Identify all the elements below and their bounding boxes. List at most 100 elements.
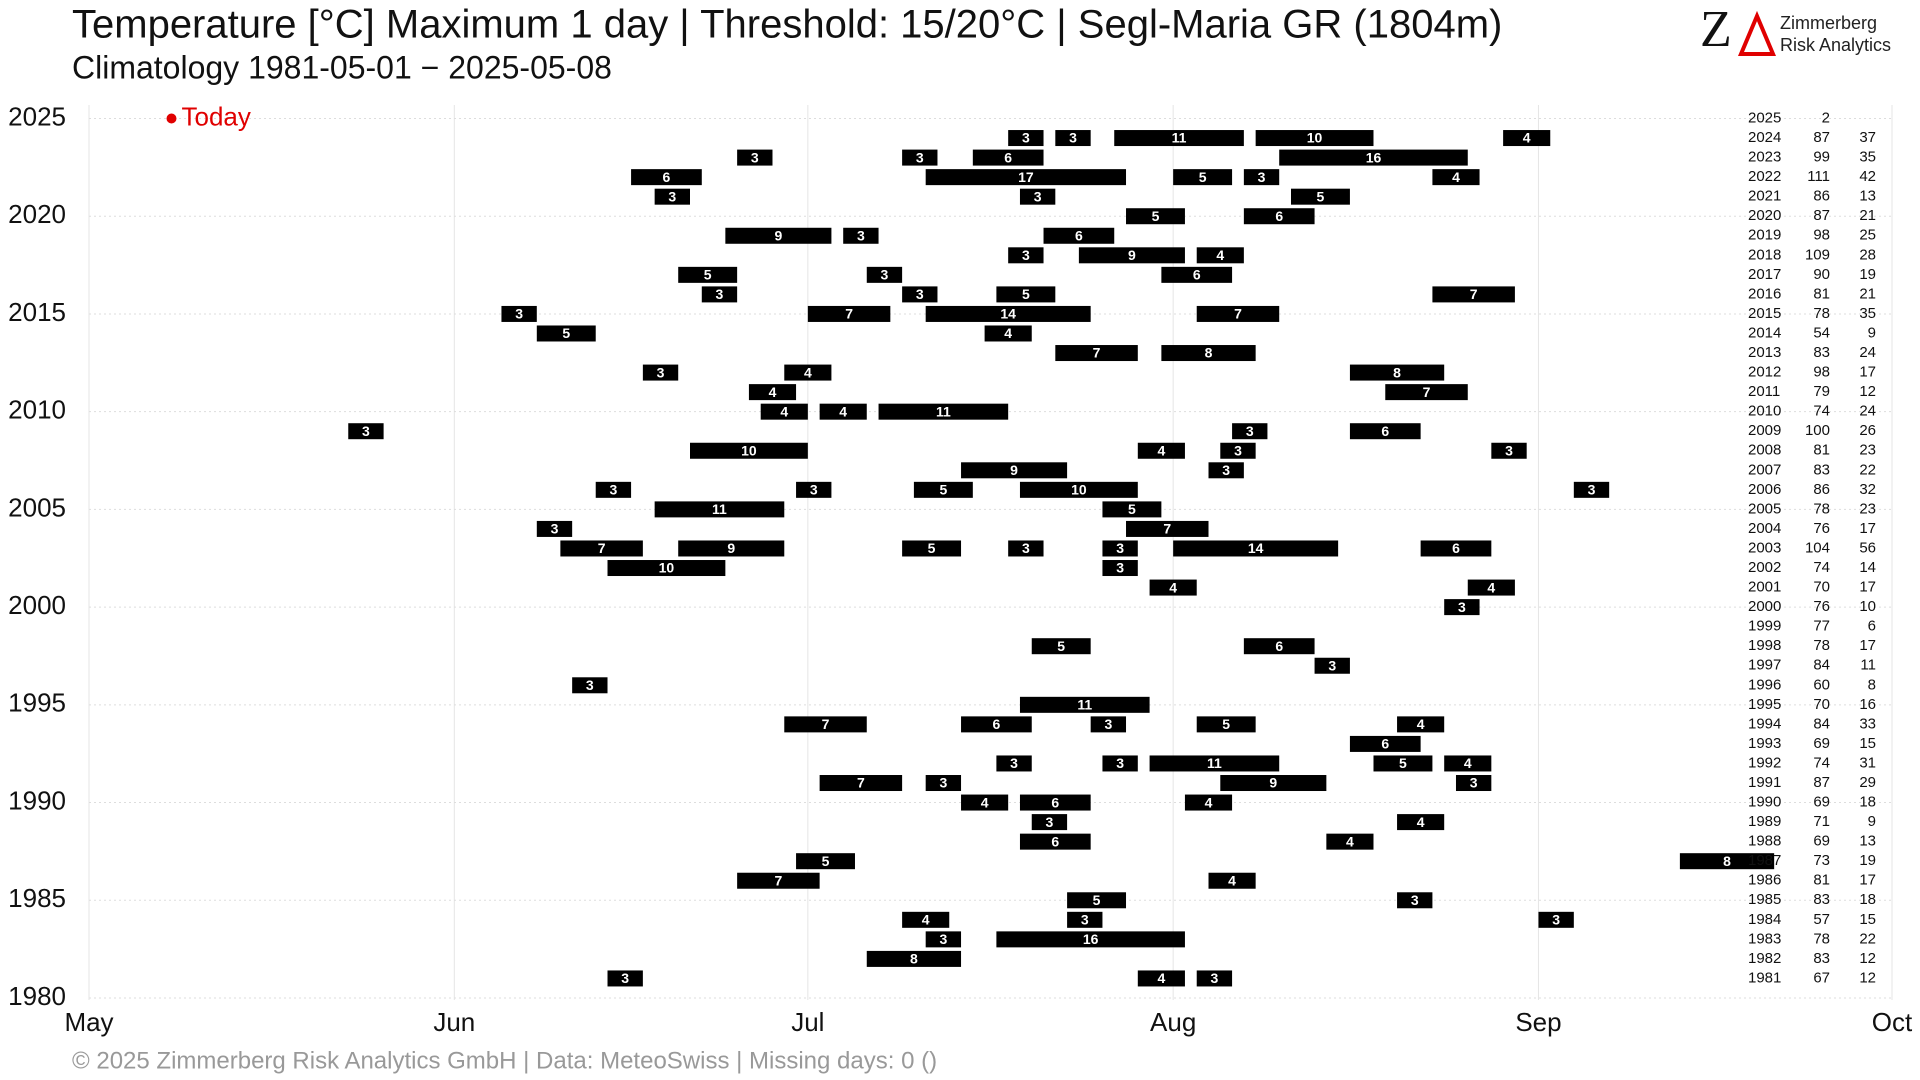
- run-bar: [1679, 853, 1775, 870]
- table-year: 2005: [1748, 500, 1781, 517]
- run-label: 3: [1034, 188, 1042, 204]
- run-label: 6: [992, 716, 1000, 732]
- table-days-20: 22: [1859, 930, 1876, 947]
- run-bar: [1008, 540, 1044, 557]
- run-bar: [1114, 130, 1244, 147]
- run-bar: [1067, 911, 1103, 928]
- run-label: 3: [1104, 716, 1112, 732]
- table-days-15: 90: [1813, 266, 1830, 283]
- table-days-20: 19: [1859, 266, 1876, 283]
- run-label: 14: [1248, 540, 1264, 556]
- table-days-15: 76: [1813, 598, 1830, 615]
- run-bar: [595, 481, 632, 498]
- run-bar: [1208, 462, 1244, 479]
- run-bar: [1385, 384, 1468, 401]
- table-year: 2003: [1748, 539, 1781, 556]
- table-days-20: 24: [1859, 344, 1876, 361]
- run-bar: [1149, 579, 1197, 596]
- run-bar: [654, 501, 785, 518]
- run-label: 5: [1152, 208, 1160, 224]
- run-label: 3: [1328, 657, 1336, 673]
- run-bar: [1455, 775, 1492, 792]
- table-year: 1995: [1748, 696, 1781, 713]
- run-label: 4: [1157, 442, 1165, 458]
- run-label: 3: [939, 775, 947, 791]
- table-days-15: 81: [1813, 872, 1830, 889]
- run-bar: [902, 911, 950, 928]
- run-bar: [1291, 188, 1350, 205]
- run-label: 3: [1116, 540, 1124, 556]
- y-tick-label: 2005: [8, 492, 66, 522]
- table-year: 2021: [1748, 188, 1781, 205]
- logo-line1: Zimmerberg: [1780, 13, 1877, 33]
- run-label: 9: [1010, 462, 1018, 478]
- run-label: 7: [857, 775, 865, 791]
- run-bar: [1102, 540, 1138, 557]
- table-days-15: 84: [1813, 657, 1830, 674]
- table-days-15: 83: [1813, 891, 1830, 908]
- table-days-15: 70: [1813, 579, 1830, 596]
- run-bar: [972, 149, 1044, 166]
- run-label: 4: [769, 384, 777, 400]
- run-bar: [996, 755, 1032, 772]
- run-label: 3: [1234, 442, 1242, 458]
- run-label: 4: [1228, 872, 1236, 888]
- run-label: 3: [751, 149, 759, 165]
- run-label: 3: [1116, 560, 1124, 576]
- table-days-15: 87: [1813, 129, 1830, 146]
- run-bar: [1373, 755, 1433, 772]
- table-days-15: 98: [1813, 227, 1830, 244]
- run-bar: [1149, 755, 1280, 772]
- run-label: 6: [1075, 227, 1083, 243]
- table-days-15: 74: [1813, 403, 1830, 420]
- run-label: 6: [1051, 794, 1059, 810]
- run-label: 8: [1393, 364, 1401, 380]
- table-days-20: 21: [1859, 285, 1876, 302]
- table-days-15: 111: [1807, 168, 1830, 185]
- run-label: 3: [668, 188, 676, 204]
- y-tick-label: 1985: [8, 883, 66, 913]
- table-days-15: 2: [1822, 109, 1830, 126]
- run-bar: [1031, 638, 1091, 655]
- run-bar: [760, 403, 808, 420]
- run-bar: [1067, 892, 1127, 909]
- table-days-15: 83: [1813, 950, 1830, 967]
- run-bar: [996, 931, 1185, 948]
- run-bar: [1279, 149, 1468, 166]
- table-days-15: 83: [1813, 461, 1830, 478]
- table-days-20: 10: [1859, 598, 1876, 615]
- table-year: 2019: [1748, 227, 1781, 244]
- run-label: 3: [1246, 423, 1254, 439]
- run-bar: [642, 364, 679, 381]
- table-days-20: 8: [1868, 676, 1876, 693]
- table-year: 1982: [1748, 950, 1781, 967]
- table-days-20: 29: [1859, 774, 1876, 791]
- run-bar: [1432, 286, 1515, 303]
- run-bar: [631, 169, 702, 186]
- run-label: 16: [1366, 149, 1382, 165]
- run-bar: [796, 853, 855, 870]
- run-bar: [1196, 716, 1256, 733]
- run-label: 4: [839, 403, 847, 419]
- run-label: 7: [1163, 521, 1171, 537]
- run-bar: [1573, 481, 1610, 498]
- run-label: 3: [881, 267, 889, 283]
- run-label: 5: [939, 482, 947, 498]
- table-days-20: 16: [1859, 696, 1876, 713]
- run-bar: [536, 520, 573, 537]
- run-bar: [1243, 208, 1315, 225]
- run-bar: [607, 560, 726, 577]
- run-bar: [866, 266, 903, 283]
- run-label: 5: [1399, 755, 1407, 771]
- run-label: 5: [1128, 501, 1136, 517]
- table-year: 2015: [1748, 305, 1781, 322]
- run-label: 11: [712, 501, 727, 517]
- run-label: 3: [1458, 599, 1466, 615]
- run-label: 3: [610, 482, 618, 498]
- table-year: 2004: [1748, 520, 1781, 537]
- run-bar: [1161, 345, 1256, 362]
- run-label: 11: [1077, 697, 1092, 713]
- y-tick-label: 1995: [8, 688, 66, 718]
- chart-subtitle: Climatology 1981-05-01 − 2025-05-08: [72, 49, 612, 85]
- run-label: 6: [1381, 736, 1389, 752]
